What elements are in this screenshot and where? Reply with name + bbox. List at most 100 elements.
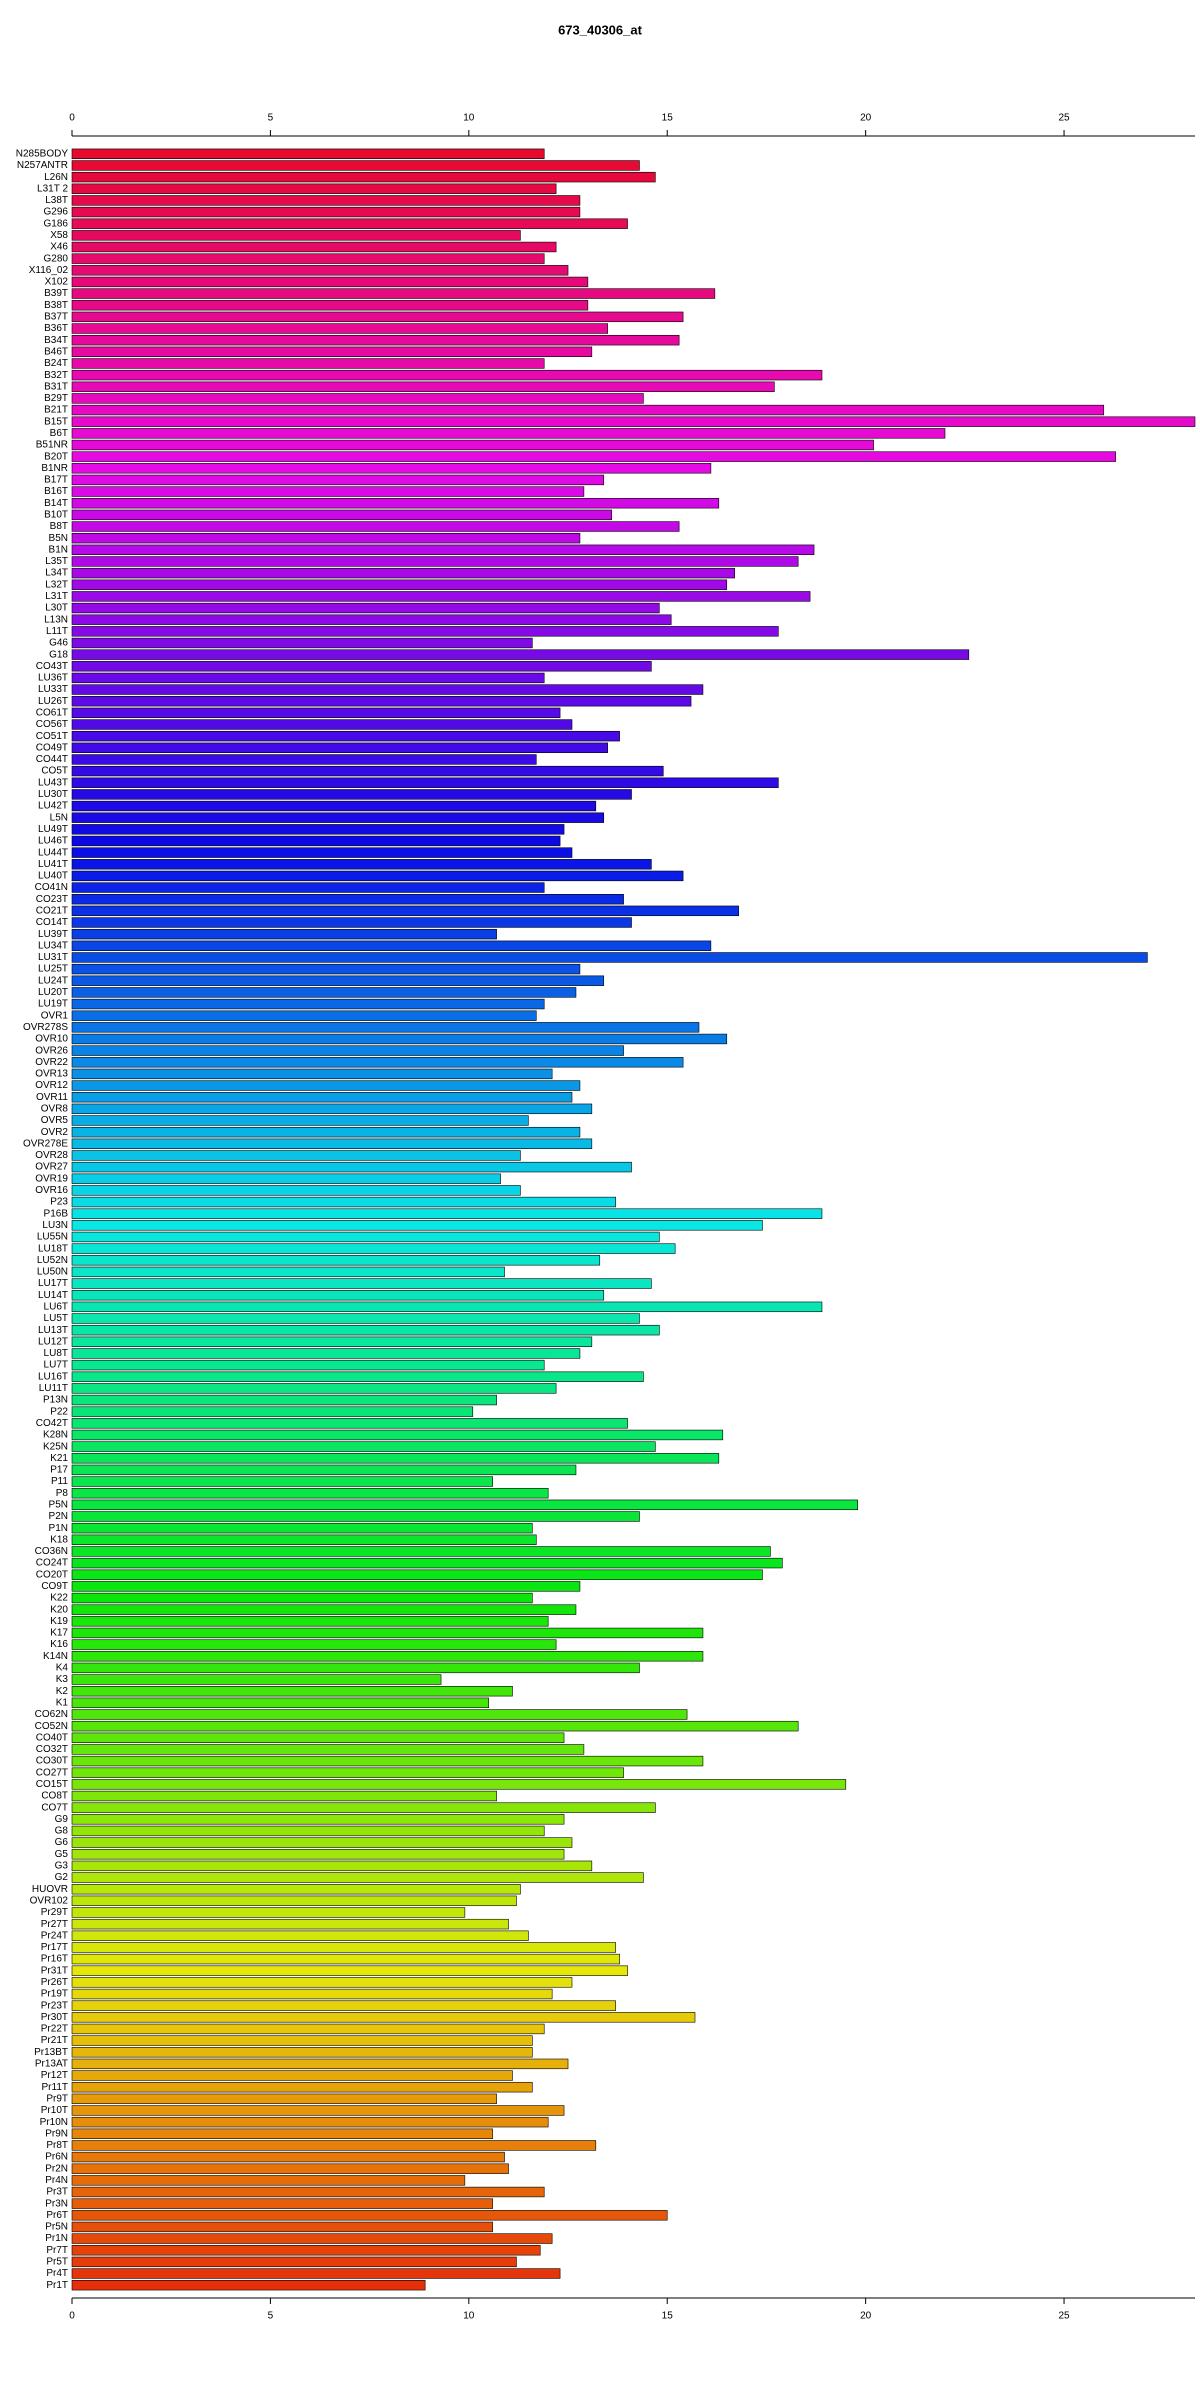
y-tick-label: P17 [50,1465,68,1476]
y-tick-label: P5N [49,1499,68,1510]
bar [71,1860,593,1872]
y-tick-label: OVR16 [35,1185,68,1196]
y-tick-label: Pr31T [41,1965,68,1976]
bar [71,2105,565,2116]
y-tick-label: B32T [44,370,68,381]
y-tick-label: K3 [56,1674,69,1685]
y-tick-label: LU52N [37,1255,68,1266]
bar [71,1336,593,1347]
y-tick-label: LU42T [38,801,68,812]
bar [71,998,545,1010]
bar [71,171,656,183]
bar [71,1802,656,1813]
y-tick-label: L35T [45,556,68,567]
y-tick-label: OVR22 [35,1057,68,1068]
bar [71,719,573,730]
y-tick-label: LU46T [38,836,68,847]
y-tick-label: Pr13BT [34,2047,68,2058]
y-tick-label: LU36T [38,673,68,684]
bar [71,218,628,229]
x-tick-label: 10 [463,2311,475,2322]
bar [71,544,815,556]
y-tick-label: Pr9T [46,2093,68,2104]
x-tick-label: 0 [69,113,75,124]
bar [71,1476,493,1487]
bar [71,917,632,928]
x-tick-label: 10 [463,113,475,124]
bar [71,1290,605,1301]
bar [71,2210,668,2221]
bar [71,1464,577,1476]
y-tick-label: B34T [44,335,68,346]
bar [71,684,704,695]
bar [71,1686,513,1697]
y-tick-label: CO52N [35,1721,68,1732]
bar [71,1324,660,1336]
y-tick-label: P23 [50,1197,68,1208]
bar [71,1103,593,1115]
bar [71,1569,763,1580]
y-tick-label: LU6T [44,1301,68,1312]
y-tick-label: K16 [50,1639,68,1650]
bar [71,323,609,334]
y-tick-label: B29T [44,393,68,404]
bar [71,1196,616,1208]
bar [71,2221,493,2233]
y-tick-label: CO62N [35,1709,68,1720]
y-tick-label: Pr11T [42,2082,69,2093]
y-tick-label: G18 [49,649,68,660]
y-tick-label: P22 [50,1406,68,1417]
y-tick-label: P16B [44,1208,69,1219]
y-tick-label: LU30T [38,789,68,800]
bar [71,1348,581,1359]
bar [71,148,545,160]
bar [71,1488,549,1499]
y-tick-label: K14N [43,1651,68,1662]
y-tick-label: Pr16T [41,1954,68,1965]
y-tick-label: CO23T [36,894,68,905]
bar [71,1907,466,1918]
bar [71,824,565,835]
bar [71,952,1148,963]
bar [71,847,573,858]
y-tick-label: LU13T [38,1325,68,1336]
y-tick-label: LU34T [38,940,68,951]
y-tick-label: OVR28 [35,1150,68,1161]
bar [71,730,620,742]
y-tick-label: P8 [56,1488,69,1499]
bar [71,358,545,369]
bar [71,1662,640,1674]
bar [71,1406,474,1417]
bar [71,1930,529,1941]
y-tick-label: OVR1 [41,1010,69,1021]
y-tick-label: K25N [43,1441,68,1452]
bar [71,1825,545,1837]
y-tick-label: LU3N [42,1220,68,1231]
bar [71,1616,549,1627]
y-tick-label: L38T [45,195,68,206]
bar [71,498,720,509]
y-tick-label: OVR10 [35,1034,68,1045]
x-tick-label: 15 [662,2311,674,2322]
y-tick-label: LU5T [44,1313,68,1324]
y-tick-label: B1NR [41,463,68,474]
y-tick-label: G6 [55,1837,69,1848]
bar [71,1604,577,1615]
y-tick-label: K21 [50,1453,68,1464]
y-tick-label: Pr26T [41,1977,68,1988]
bar [71,1418,628,1429]
bar [71,1266,505,1278]
y-tick-label: P13N [43,1395,68,1406]
y-tick-label: G46 [49,638,68,649]
y-tick-label: G296 [44,207,69,218]
bar [71,672,545,684]
bar [71,1301,823,1313]
y-tick-label: CO32T [36,1744,68,1755]
bar [71,2047,533,2058]
bar [71,1942,616,1953]
bar [71,2245,541,2256]
bar [71,2081,533,2093]
bar [71,2070,513,2081]
bar [71,707,561,719]
bar [71,567,735,579]
